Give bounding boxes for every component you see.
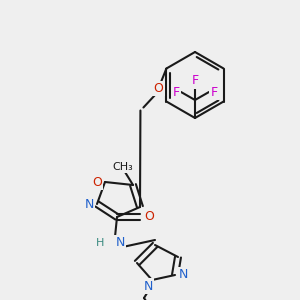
Text: CH₃: CH₃ bbox=[112, 162, 134, 172]
Text: F: F bbox=[210, 85, 218, 98]
Text: F: F bbox=[172, 85, 180, 98]
Text: N: N bbox=[84, 197, 94, 211]
Text: N: N bbox=[178, 268, 188, 281]
Text: O: O bbox=[154, 82, 164, 95]
Text: F: F bbox=[191, 74, 199, 88]
Text: N: N bbox=[143, 280, 153, 292]
Text: O: O bbox=[144, 211, 154, 224]
Text: N: N bbox=[115, 236, 125, 250]
Text: H: H bbox=[96, 238, 104, 248]
Text: O: O bbox=[92, 176, 102, 188]
